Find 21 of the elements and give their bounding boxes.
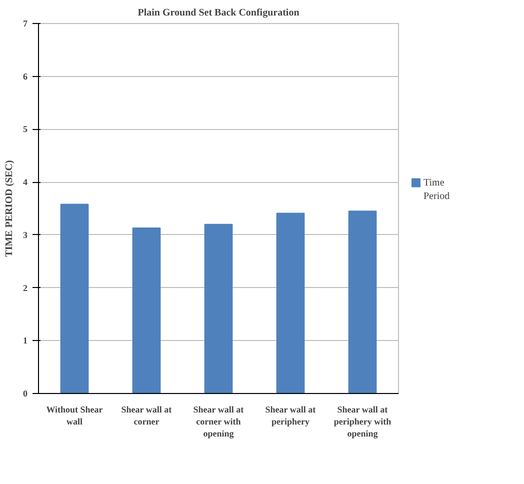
bar [276, 212, 305, 394]
y-tick-label: 4 [23, 177, 28, 188]
y-axis-title: TIME PERIOD (SEC) [4, 160, 15, 257]
legend-label: Time Period [424, 178, 450, 202]
y-tick-label: 1 [23, 336, 28, 346]
x-tick-label: Shear wall at corner with opening [193, 404, 244, 438]
y-tick-label: 7 [23, 18, 28, 28]
y-tick-label: 6 [23, 71, 28, 82]
x-tick-label: Shear wall at corner [121, 404, 172, 426]
y-tick-label: 2 [23, 282, 28, 293]
y-tick-label: 3 [23, 230, 28, 240]
bar [60, 204, 89, 394]
y-tick-label: 5 [23, 124, 28, 134]
chart-title: Plain Ground Set Back Configuration [138, 8, 300, 18]
bar [204, 224, 233, 394]
x-tick-label: Without Shear wall [46, 404, 103, 426]
x-tick-label: Shear wall at periphery with opening [334, 404, 392, 438]
y-tick-label: 0 [23, 388, 28, 398]
bar [132, 228, 161, 394]
bar [348, 210, 377, 394]
x-tick-label: Shear wall at periphery [265, 404, 316, 426]
